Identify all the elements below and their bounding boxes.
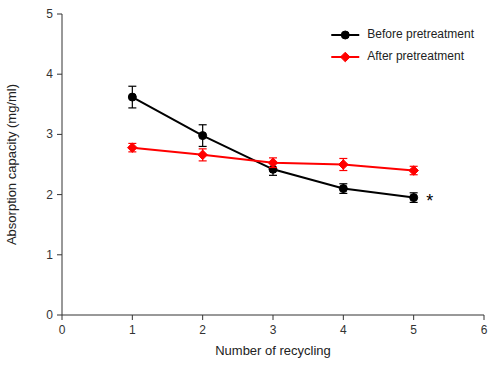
- y-tick: [57, 254, 62, 255]
- error-bar: [128, 86, 136, 108]
- error-bar: [339, 158, 347, 170]
- legend-swatch-marker: [340, 52, 350, 62]
- x-tick-label: 3: [270, 323, 277, 337]
- legend-label: Before pretreatment: [367, 27, 474, 41]
- legend-item: Before pretreatment: [331, 27, 474, 41]
- data-point: [409, 166, 419, 176]
- x-axis-label: Number of recycling: [215, 343, 331, 358]
- series-line: [132, 97, 413, 198]
- x-tick: [343, 315, 344, 320]
- data-point: [128, 143, 138, 153]
- error-bar: [199, 149, 207, 161]
- data-point: [199, 132, 207, 140]
- data-point: [128, 93, 136, 101]
- y-tick: [57, 74, 62, 75]
- y-tick: [57, 14, 62, 15]
- x-tick: [132, 315, 133, 320]
- x-tick: [413, 315, 414, 320]
- error-bar-cap: [269, 175, 277, 176]
- data-point: [339, 160, 349, 170]
- y-axis-line: [62, 14, 63, 315]
- y-axis-label: Absorption capacity (mg/ml): [4, 84, 19, 245]
- series: [128, 143, 419, 175]
- error-bar: [199, 125, 207, 147]
- error-bar-cap: [199, 148, 207, 149]
- x-tick: [273, 315, 274, 320]
- x-tick-label: 4: [340, 323, 347, 337]
- y-tick: [57, 315, 62, 316]
- axes: 0 1 2 3 4 5 6 0 1 2 3 4 5: [46, 7, 487, 337]
- y-tick: [57, 194, 62, 195]
- y-tick-label: 5: [46, 7, 53, 21]
- data-point: [198, 150, 208, 160]
- y-tick: [57, 134, 62, 135]
- series: [128, 86, 417, 202]
- error-bar: [128, 143, 136, 151]
- x-tick-label: 0: [59, 323, 66, 337]
- y-tick-label: 2: [46, 188, 53, 202]
- error-bar-cap: [199, 124, 207, 125]
- error-bar: [410, 166, 418, 174]
- legend-item: After pretreatment: [331, 49, 464, 63]
- y-tick-label: 4: [46, 67, 53, 81]
- error-bar-cap: [339, 170, 347, 171]
- annotation: *: [426, 191, 433, 211]
- data-point: [410, 194, 418, 202]
- legend-label: After pretreatment: [367, 49, 464, 63]
- y-tick-label: 1: [46, 248, 53, 262]
- data-point: [268, 158, 278, 168]
- x-tick: [62, 315, 63, 320]
- error-bar-cap: [128, 107, 136, 108]
- error-bar-cap: [339, 158, 347, 159]
- error-bar-cap: [199, 146, 207, 147]
- x-tick: [484, 315, 485, 320]
- chart-svg: 0 1 2 3 4 5 6 0 1 2 3 4 5 Number of recycling Absorpti…: [0, 0, 500, 367]
- chart-container: 0 1 2 3 4 5 6 0 1 2 3 4 5 Number of recycling Absorpti…: [0, 0, 500, 367]
- plot-area: [128, 86, 419, 202]
- legend-swatch-marker: [341, 31, 349, 39]
- error-bar-cap: [199, 160, 207, 161]
- x-tick-label: 1: [129, 323, 136, 337]
- data-point: [339, 185, 347, 193]
- error-bar: [269, 158, 277, 168]
- x-tick-label: 2: [199, 323, 206, 337]
- x-tick-label: 5: [410, 323, 417, 337]
- series-line: [132, 148, 413, 171]
- legend: Before pretreatment After pretreatment: [331, 27, 474, 63]
- y-tick-label: 0: [46, 308, 53, 322]
- x-tick: [202, 315, 203, 320]
- y-tick-label: 3: [46, 127, 53, 141]
- error-bar: [410, 193, 418, 203]
- error-bar: [339, 184, 347, 194]
- x-tick-label: 6: [481, 323, 488, 337]
- error-bar-cap: [128, 86, 136, 87]
